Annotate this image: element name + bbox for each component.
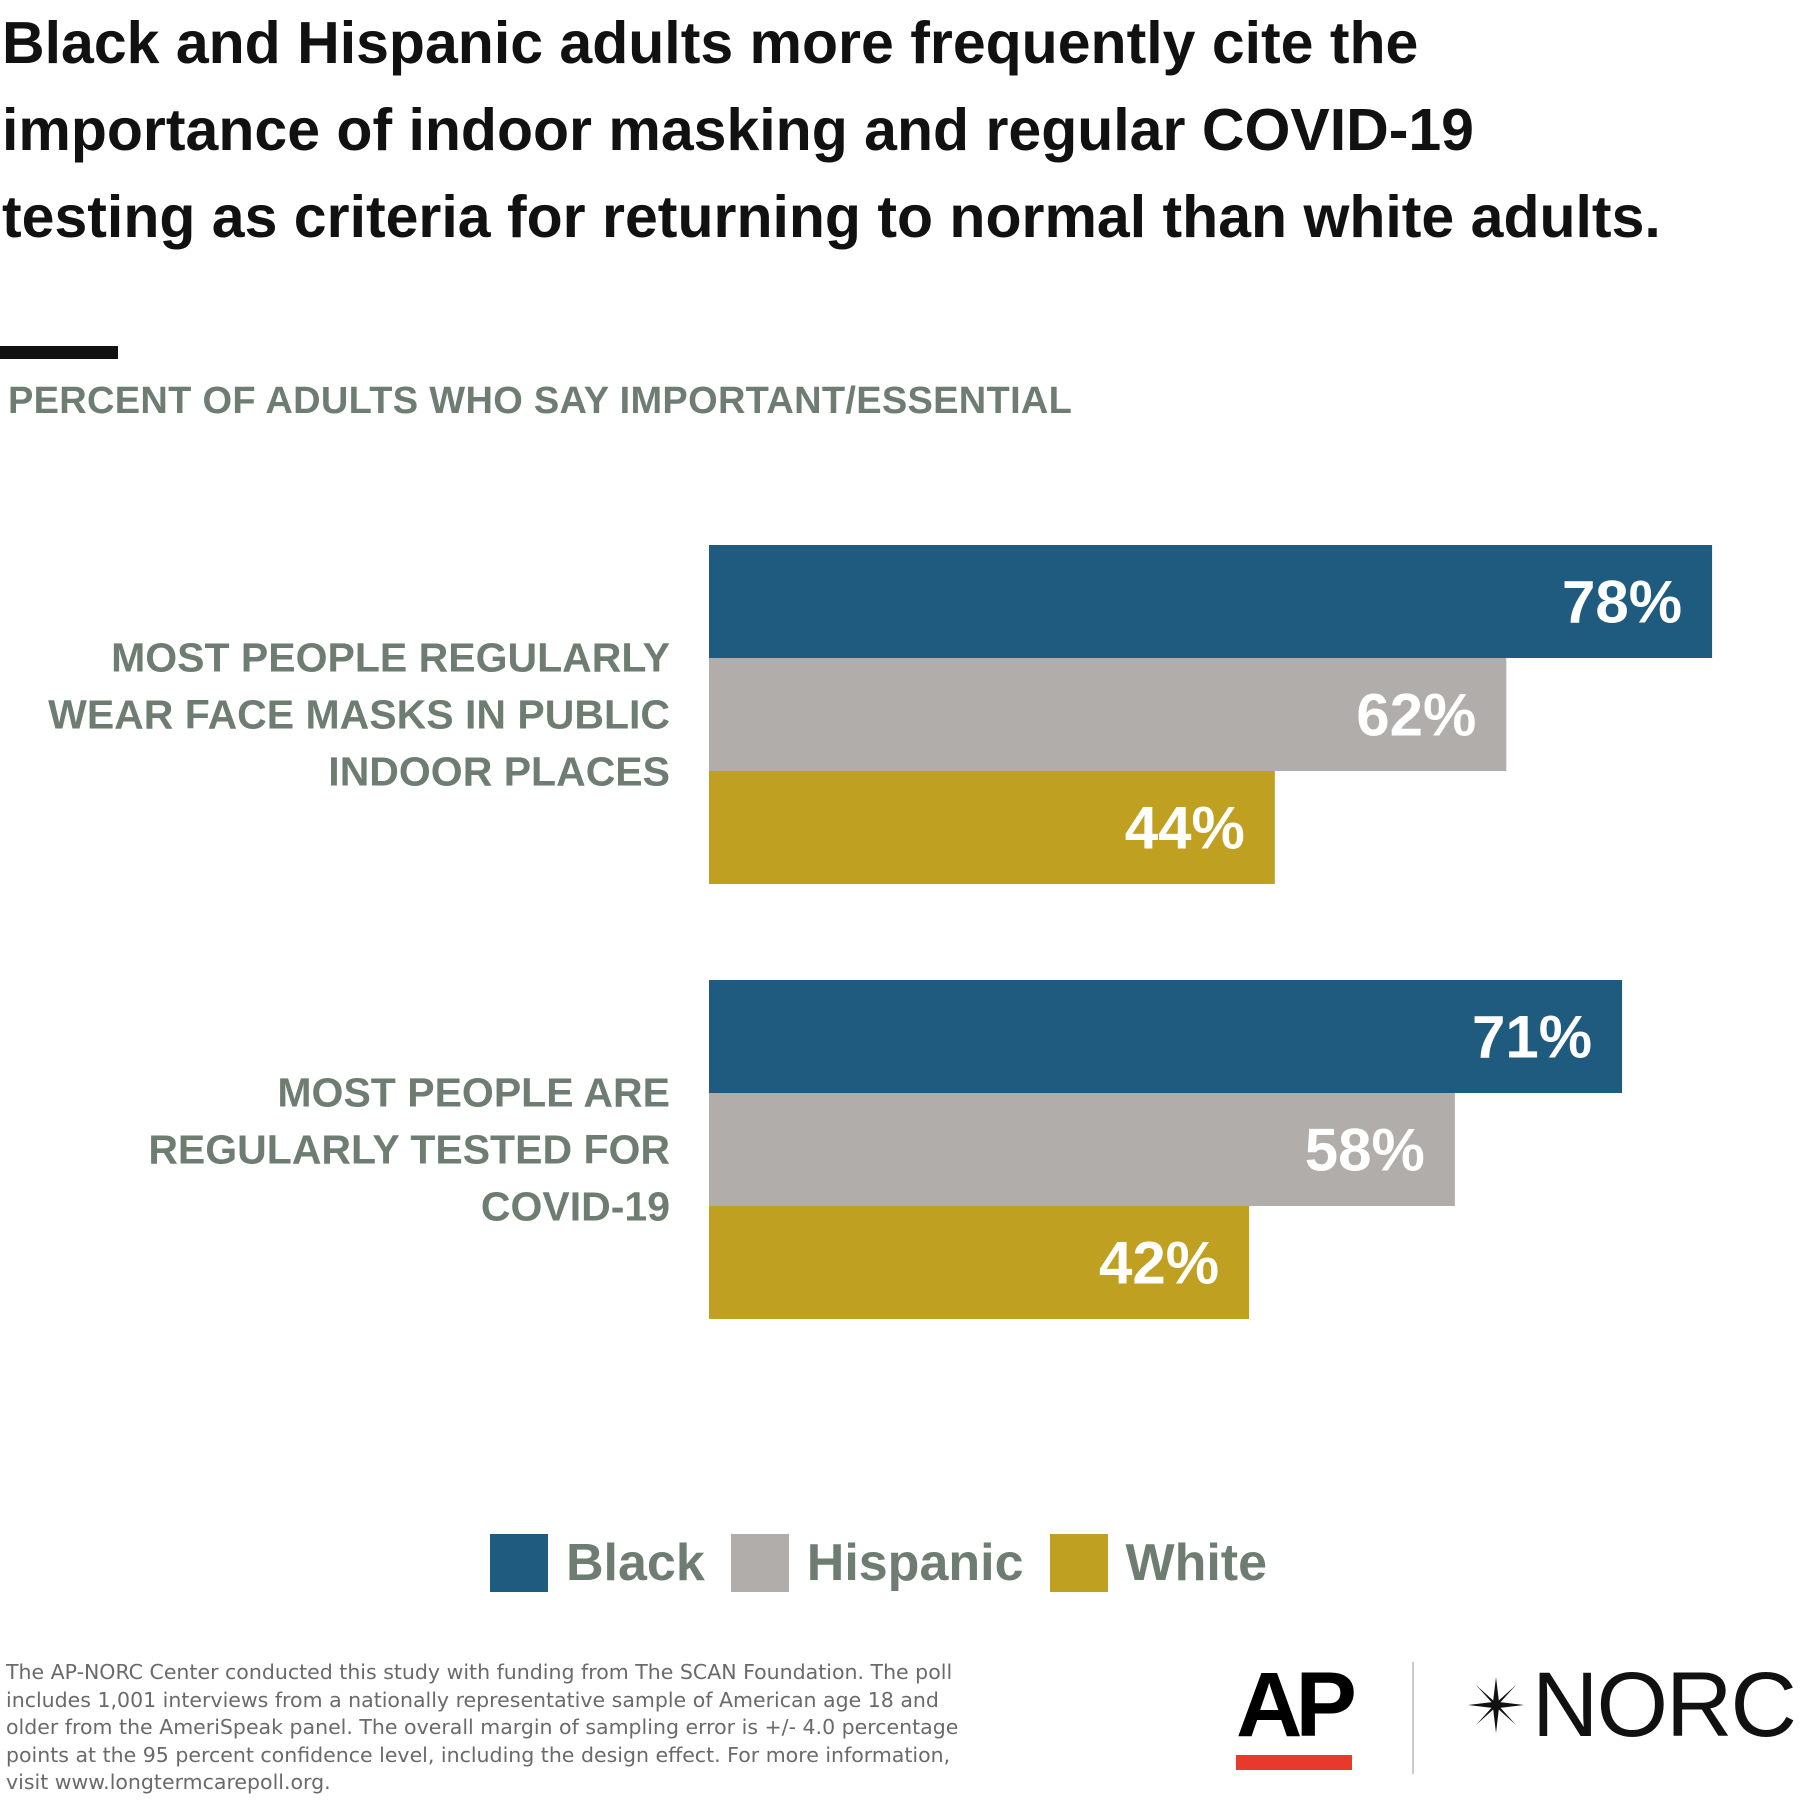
legend-item-white: White — [1049, 1533, 1268, 1593]
logo-divider — [1412, 1662, 1414, 1774]
bar-white-1 — [709, 771, 1275, 884]
legend-swatch-white — [1049, 1534, 1108, 1592]
category-label-line: MOST PEOPLE REGULARLY — [111, 635, 670, 681]
bar-hispanic-2 — [709, 1093, 1455, 1206]
ap-logo-underline — [1236, 1755, 1352, 1770]
category-label-line: INDOOR PLACES — [328, 749, 670, 795]
data-label-black-1: 78% — [1562, 569, 1682, 636]
bar-black-1 — [709, 545, 1713, 658]
category-label-2: MOST PEOPLE ARE REGULARLY TESTED FOR COVID… — [148, 1070, 670, 1230]
data-label-hispanic-2: 58% — [1305, 1117, 1425, 1184]
category-label-line: WEAR FACE MASKS IN PUBLIC — [48, 692, 670, 738]
legend-label-black: Black — [566, 1534, 705, 1592]
chart-subtitle: PERCENT OF ADULTS WHO SAY IMPORTANT/ESSE… — [8, 380, 1073, 422]
category-label-line: REGULARLY TESTED FOR — [148, 1127, 670, 1173]
norc-logo: NORC — [1466, 1654, 1797, 1756]
ap-logo-text: AP — [1236, 1654, 1357, 1756]
legend: Black Hispanic White — [490, 1533, 1293, 1593]
category-label-1: MOST PEOPLE REGULARLY WEAR FACE MASKS IN … — [48, 635, 670, 795]
legend-swatch-black — [490, 1534, 548, 1592]
legend-item-hispanic: Hispanic — [730, 1533, 1024, 1593]
bar-hispanic-1 — [709, 658, 1507, 771]
chart-title: Black and Hispanic adults more frequentl… — [2, 10, 1661, 250]
legend-label-hispanic: Hispanic — [806, 1534, 1024, 1592]
norc-logo-text: NORC — [1532, 1654, 1797, 1756]
legend-swatch-hispanic — [730, 1534, 789, 1592]
data-label-black-2: 71% — [1472, 1004, 1592, 1071]
data-label-hispanic-1: 62% — [1356, 682, 1476, 749]
bar-chart: MOST PEOPLE REGULARLY WEAR FACE MASKS IN … — [48, 545, 1713, 1319]
norc-star-icon — [1468, 1677, 1524, 1733]
bar-white-2 — [709, 1206, 1250, 1319]
data-label-white-2: 42% — [1099, 1230, 1219, 1297]
data-label-white-1: 44% — [1125, 795, 1245, 862]
legend-item-black: Black — [490, 1533, 705, 1593]
legend-label-white: White — [1125, 1534, 1268, 1592]
title-rule — [0, 346, 118, 359]
ap-logo: AP — [1236, 1654, 1357, 1775]
bar-black-2 — [709, 980, 1623, 1093]
source-footnote: The AP-NORC Center conducted this study … — [6, 1660, 959, 1794]
category-label-line: COVID-19 — [481, 1184, 670, 1230]
category-label-line: MOST PEOPLE ARE — [277, 1070, 670, 1116]
